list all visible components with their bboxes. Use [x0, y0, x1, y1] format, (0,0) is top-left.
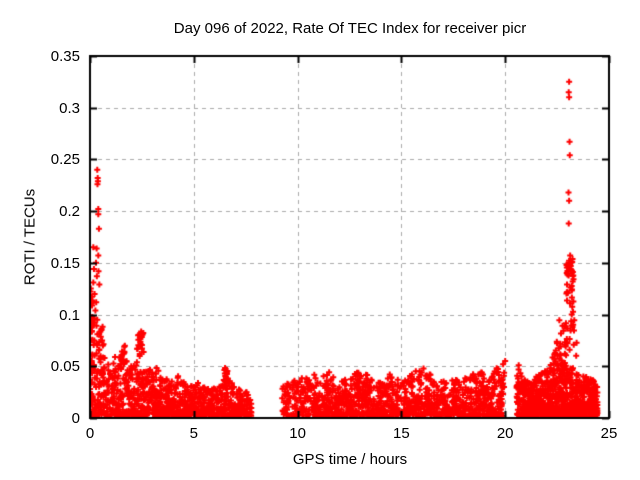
y-tick-label: 0.3 [59, 99, 80, 117]
x-tick-label: 15 [393, 425, 410, 442]
x-tick-label: 25 [600, 425, 618, 442]
y-tick-label: 0 [71, 410, 80, 427]
x-tick-label: 20 [496, 425, 514, 442]
y-tick-label: 0.2 [59, 203, 80, 221]
y-tick-label: 0.15 [50, 254, 80, 272]
y-tick-label: 0.25 [50, 151, 80, 169]
y-tick-label: 0.05 [50, 358, 80, 376]
y-tick-label: 0.35 [50, 48, 80, 65]
x-axis-label: GPS time / hours [292, 451, 408, 468]
y-tick-label: 0.1 [59, 306, 80, 324]
x-tick-label: 10 [289, 425, 306, 442]
x-tick-label: 0 [85, 425, 95, 442]
x-tick-label: 5 [189, 425, 198, 442]
